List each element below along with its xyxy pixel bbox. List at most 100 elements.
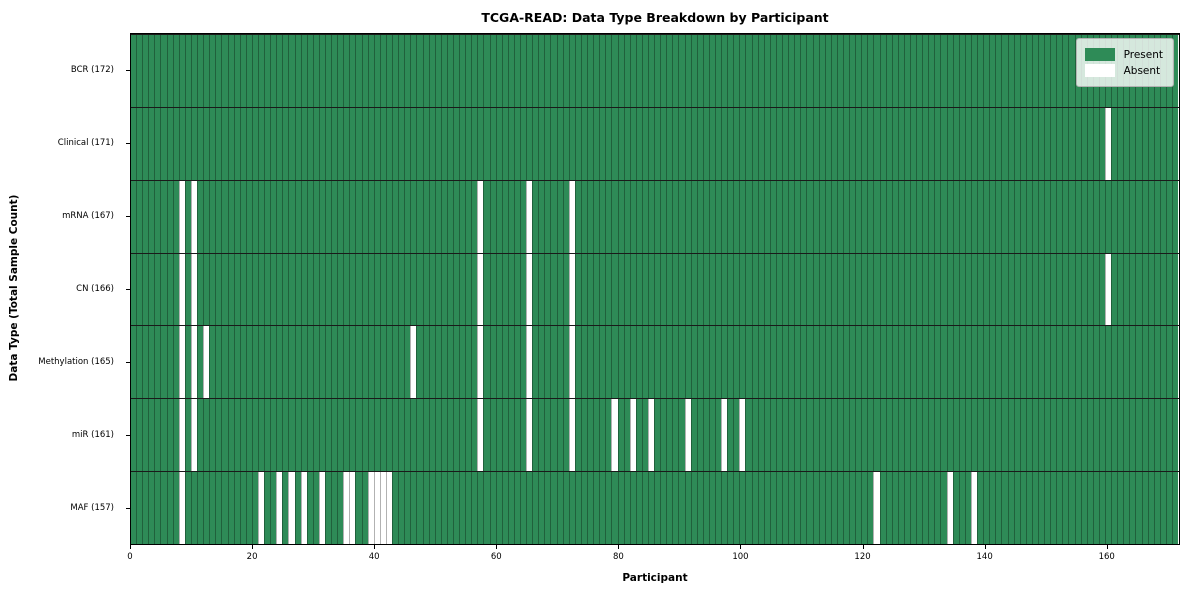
- cell: [440, 35, 447, 107]
- cell: [434, 180, 441, 253]
- cell: [751, 253, 758, 326]
- cell: [763, 107, 770, 180]
- cell: [672, 35, 679, 107]
- cell: [251, 253, 258, 326]
- cell: [209, 35, 216, 107]
- cell: [465, 399, 472, 472]
- cell: [842, 399, 850, 472]
- cell: [818, 472, 825, 545]
- cell: [446, 253, 453, 326]
- cell: [916, 253, 923, 326]
- cell: [574, 180, 581, 253]
- cell: [1086, 253, 1093, 326]
- cell: [763, 253, 770, 326]
- cell: [422, 107, 429, 180]
- cell: [1165, 253, 1173, 326]
- cell: [215, 253, 222, 326]
- cell: [477, 180, 484, 253]
- cell: [666, 472, 673, 545]
- cell: [520, 180, 527, 253]
- cell: [270, 180, 277, 253]
- cell: [355, 399, 362, 472]
- cell: [1044, 180, 1051, 253]
- cell: [818, 107, 825, 180]
- cell: [312, 35, 319, 107]
- cell: [1098, 399, 1105, 472]
- cell: [568, 253, 575, 326]
- cell: [995, 180, 1002, 253]
- cell: [885, 253, 892, 326]
- cell: [215, 399, 222, 472]
- cell: [587, 472, 594, 545]
- cell: [556, 399, 563, 472]
- cell: [184, 399, 191, 472]
- cell: [349, 399, 356, 472]
- cell: [148, 326, 155, 399]
- cell: [587, 399, 594, 472]
- cell: [325, 253, 332, 326]
- cell: [928, 472, 935, 545]
- cell: [459, 326, 466, 399]
- cell: [465, 35, 472, 107]
- cell: [654, 180, 661, 253]
- cell: [282, 326, 289, 399]
- cell: [361, 326, 368, 399]
- x-tick-label: 120: [854, 552, 871, 562]
- cell: [209, 180, 216, 253]
- cell: [1001, 399, 1008, 472]
- cell: [983, 472, 990, 545]
- cell: [715, 35, 722, 107]
- cell: [763, 180, 770, 253]
- cell: [842, 107, 850, 180]
- cell: [794, 253, 801, 326]
- cell: [1080, 180, 1087, 253]
- cell: [916, 180, 923, 253]
- cell: [385, 472, 393, 545]
- cell: [983, 326, 990, 399]
- x-tick-label: 160: [1098, 552, 1115, 562]
- cell: [782, 472, 789, 545]
- cell: [233, 107, 240, 180]
- cell: [142, 253, 149, 326]
- cell: [1013, 326, 1020, 399]
- cell: [721, 399, 728, 472]
- cell: [568, 35, 575, 107]
- heatmap-plot-area: Present Absent: [130, 33, 1180, 545]
- cell: [1001, 253, 1008, 326]
- legend-item-absent: Absent: [1084, 64, 1163, 77]
- cell: [355, 35, 362, 107]
- cell: [928, 399, 935, 472]
- cell: [1037, 107, 1045, 180]
- cell: [190, 253, 198, 326]
- cell: [264, 107, 271, 180]
- cell: [392, 253, 399, 326]
- cell: [824, 253, 831, 326]
- cell: [1080, 253, 1087, 326]
- cell: [605, 253, 612, 326]
- cell: [989, 399, 996, 472]
- cell: [958, 35, 965, 107]
- cell: [483, 107, 490, 180]
- cell: [1159, 107, 1166, 180]
- cell: [233, 35, 240, 107]
- cell: [422, 472, 429, 545]
- cell: [379, 107, 386, 180]
- cell: [215, 472, 222, 545]
- cell: [940, 180, 947, 253]
- cell: [708, 472, 715, 545]
- cell: [629, 180, 636, 253]
- cell: [257, 35, 265, 107]
- cell: [1019, 35, 1026, 107]
- cell: [964, 399, 971, 472]
- cell: [270, 107, 277, 180]
- cell: [934, 472, 941, 545]
- cell: [580, 35, 588, 107]
- cell: [733, 180, 740, 253]
- cell: [696, 399, 703, 472]
- cell: [428, 107, 435, 180]
- cell: [318, 472, 325, 545]
- cell: [611, 180, 618, 253]
- cell: [690, 326, 697, 399]
- cell: [1025, 399, 1032, 472]
- cell: [1019, 180, 1026, 253]
